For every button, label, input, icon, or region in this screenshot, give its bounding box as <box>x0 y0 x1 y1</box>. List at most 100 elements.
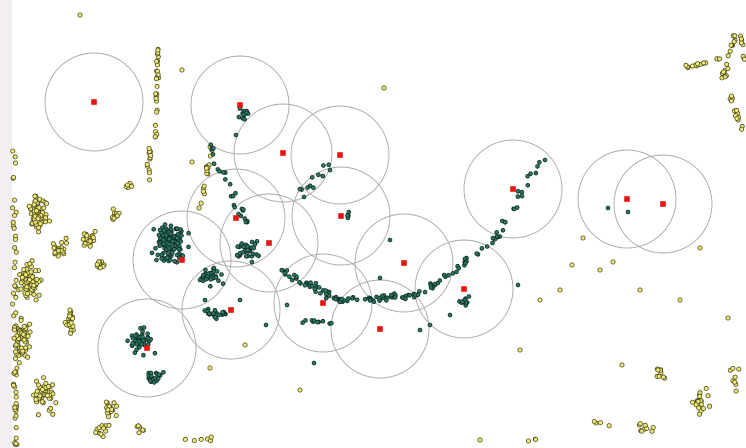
cluster-center-marker[interactable] <box>660 201 666 207</box>
clustered-point <box>147 378 153 384</box>
clustered-point <box>289 277 295 283</box>
coverage-circle[interactable] <box>463 139 563 239</box>
clustered-point <box>297 186 303 192</box>
outlying-point <box>697 411 703 417</box>
outlying-point <box>21 266 27 272</box>
outlying-point <box>13 277 19 283</box>
clustered-point <box>219 272 224 277</box>
outlying-point <box>639 428 645 434</box>
coverage-circle[interactable] <box>233 103 333 203</box>
coverage-circle[interactable] <box>290 105 390 205</box>
clustered-point <box>284 302 290 308</box>
coverage-circle[interactable] <box>414 239 514 339</box>
clustered-point <box>316 172 321 178</box>
outlying-point <box>25 354 31 360</box>
clustered-point <box>339 296 345 302</box>
outlying-point <box>11 327 17 333</box>
outlying-point <box>43 215 49 221</box>
outlying-point <box>80 236 86 242</box>
coverage-circle[interactable] <box>181 260 281 360</box>
cluster-center-marker[interactable] <box>320 300 326 306</box>
outlying-point <box>47 218 53 224</box>
cluster-center-marker[interactable] <box>377 326 383 332</box>
outlying-point <box>637 421 643 427</box>
outlying-point <box>146 177 152 183</box>
clustered-point <box>167 257 173 263</box>
outlying-point <box>154 58 160 64</box>
cluster-center-marker[interactable] <box>461 286 467 292</box>
clustered-point <box>407 292 413 298</box>
clustered-point <box>141 352 146 358</box>
clustered-point <box>217 169 222 174</box>
cluster-center-marker[interactable] <box>91 99 97 105</box>
outlying-point <box>113 413 119 419</box>
outlying-point <box>98 431 104 437</box>
clustered-point <box>315 319 320 325</box>
outlying-point <box>111 400 117 406</box>
outlying-point <box>110 206 116 212</box>
outlying-point <box>191 438 197 444</box>
clustered-point <box>149 250 155 256</box>
clustered-point <box>320 318 326 324</box>
clustered-point <box>301 194 307 200</box>
clustered-point <box>178 227 183 233</box>
coverage-circle[interactable] <box>44 52 144 152</box>
outlying-point <box>725 315 731 321</box>
outlying-point <box>697 245 703 251</box>
cluster-center-marker[interactable] <box>237 102 243 108</box>
cluster-center-marker[interactable] <box>228 307 234 313</box>
clustered-point <box>175 241 181 246</box>
coverage-circle[interactable] <box>219 193 319 293</box>
outlying-point <box>13 394 19 400</box>
outlying-point <box>12 212 18 218</box>
coverage-circle[interactable] <box>97 298 197 398</box>
outlying-point <box>10 174 16 180</box>
clustered-point <box>525 183 531 188</box>
outlying-point <box>111 215 117 221</box>
cluster-center-marker[interactable] <box>144 345 150 351</box>
clustered-point <box>307 183 313 189</box>
clustered-point <box>371 299 377 305</box>
outlying-point <box>722 74 728 80</box>
cluster-centers-layer <box>91 99 666 351</box>
clustered-point <box>156 232 162 238</box>
clustered-point <box>514 205 520 210</box>
cluster-center-marker[interactable] <box>179 257 185 263</box>
clustered-point <box>383 298 389 303</box>
outlying-point <box>35 216 41 222</box>
cluster-center-marker[interactable] <box>401 260 407 266</box>
clustered-point <box>174 252 180 258</box>
cluster-center-marker[interactable] <box>266 240 272 246</box>
outlying-point <box>146 170 152 176</box>
coverage-circle[interactable] <box>190 55 290 155</box>
cluster-center-marker[interactable] <box>624 196 630 202</box>
cluster-center-marker[interactable] <box>280 150 286 156</box>
outlying-point <box>13 413 19 419</box>
outlying-point <box>64 240 70 246</box>
clustered-point <box>256 253 262 259</box>
coverage-circle[interactable] <box>354 213 454 313</box>
clustered-point <box>537 160 542 165</box>
clustered-point <box>515 194 521 199</box>
clustered-point <box>321 163 326 168</box>
clustered-point <box>519 189 525 195</box>
outlying-point <box>63 235 69 241</box>
cluster-center-marker[interactable] <box>233 215 239 221</box>
clustered-point <box>309 283 315 289</box>
outlying-point <box>152 122 158 128</box>
outlying-point <box>637 287 643 293</box>
outlying-point <box>717 56 723 62</box>
cluster-center-marker[interactable] <box>337 152 343 158</box>
coverage-circle[interactable] <box>577 149 677 249</box>
clustered-point <box>186 230 191 236</box>
cluster-center-marker[interactable] <box>510 186 516 192</box>
clustered-point <box>170 250 175 256</box>
cluster-center-marker[interactable] <box>338 213 344 219</box>
coverage-circle[interactable] <box>613 154 713 254</box>
clustered-point <box>161 237 166 243</box>
outlying-point <box>36 229 42 235</box>
coverage-circle[interactable] <box>186 168 286 268</box>
clustered-point <box>159 256 164 261</box>
clustered-point <box>535 164 540 169</box>
